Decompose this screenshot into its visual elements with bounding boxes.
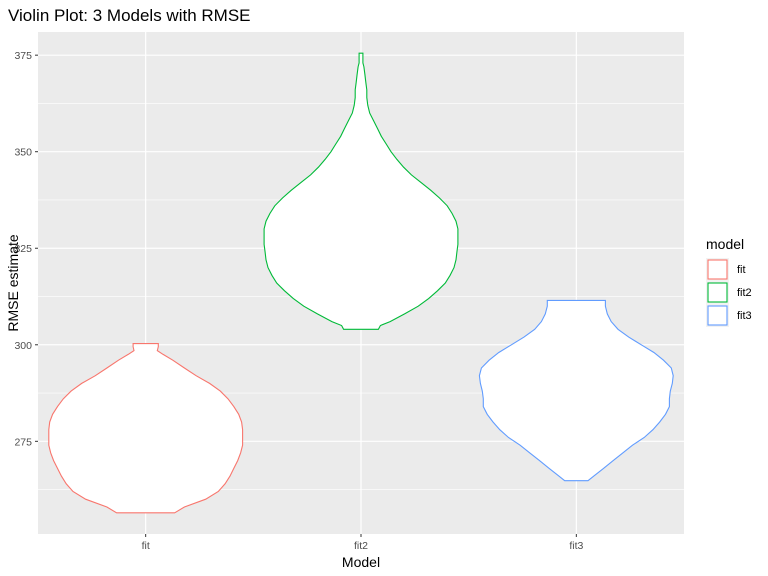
- legend-swatch: [707, 305, 728, 326]
- chart-title: Violin Plot: 3 Models with RMSE: [8, 6, 251, 25]
- y-tick-label: 375: [14, 50, 32, 62]
- legend-item-fit2: fit2: [706, 281, 752, 304]
- violin-fit: [48, 343, 244, 514]
- legend-label: fit: [737, 264, 746, 276]
- y-tick-label: 300: [14, 340, 32, 352]
- violin-fit2: [263, 52, 459, 330]
- legend-label: fit3: [737, 310, 752, 322]
- y-axis-title: RMSE estimate: [5, 234, 21, 331]
- legend: model fit fit2 fit3: [706, 236, 752, 327]
- y-tick-label: 325: [14, 243, 32, 255]
- legend-swatch: [707, 282, 728, 303]
- violins: [48, 52, 674, 514]
- x-axis: fit fit2 fit3: [142, 534, 583, 552]
- legend-item-fit: fit: [706, 258, 746, 281]
- legend-swatch: [707, 259, 728, 280]
- y-axis: 275 300 325 350 375: [14, 50, 38, 448]
- violin-fit3: [478, 299, 674, 482]
- y-tick-label: 350: [14, 147, 32, 159]
- legend-label: fit2: [737, 287, 752, 299]
- legend-title: model: [706, 236, 744, 252]
- x-tick-label: fit2: [354, 540, 368, 552]
- y-tick-label: 275: [14, 436, 32, 448]
- x-tick-label: fit3: [569, 540, 583, 552]
- x-tick-label: fit: [142, 540, 150, 552]
- legend-item-fit3: fit3: [706, 304, 752, 327]
- x-axis-title: Model: [342, 554, 380, 570]
